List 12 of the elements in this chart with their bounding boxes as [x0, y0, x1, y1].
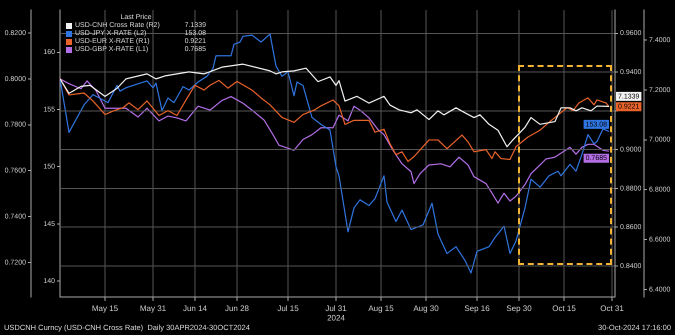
x-tick-label: May 31 [140, 304, 167, 314]
x-tick-label: Jul 31 2024 [325, 304, 348, 323]
x-tick-label: May 15 [92, 304, 119, 314]
x-tick-label: Aug 30 [413, 304, 440, 314]
x-tick-label: Jun 14 [182, 304, 208, 314]
x-tick-label: Sep 30 [506, 304, 532, 314]
x-tick-label: Oct 31 [600, 304, 624, 314]
x-tick-label: Oct 15 [552, 304, 576, 314]
x-tick-label: Jul 15 [277, 304, 300, 314]
x-tick-label: Sep 16 [464, 304, 490, 314]
x-tick-label: Jun 28 [224, 304, 250, 314]
x-tick-label: Aug 15 [368, 304, 394, 314]
